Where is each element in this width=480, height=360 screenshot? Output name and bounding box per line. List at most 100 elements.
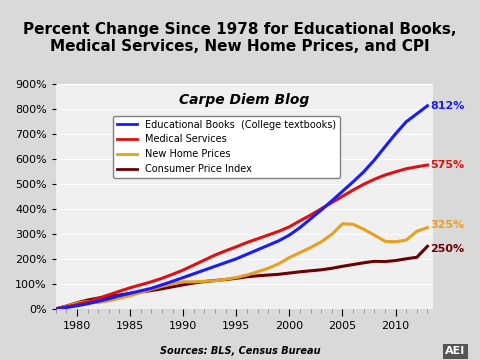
Educational Books  (College textbooks) <box>414 112 420 116</box>
New Home Prices <box>117 296 122 301</box>
Text: Percent Change Since 1978 for Educational Books,
Medical Services, New Home Pric: Percent Change Since 1978 for Educationa… <box>23 22 457 54</box>
New Home Prices <box>403 238 409 242</box>
New Home Prices <box>361 227 367 231</box>
Consumer Price Index <box>148 288 154 293</box>
New Home Prices <box>63 304 69 309</box>
Educational Books  (College textbooks) <box>170 279 176 283</box>
Consumer Price Index <box>276 272 282 276</box>
Medical Services <box>202 258 207 262</box>
New Home Prices <box>180 280 186 284</box>
Text: 575%: 575% <box>431 160 465 170</box>
Educational Books  (College textbooks) <box>223 260 228 265</box>
New Home Prices <box>339 222 345 226</box>
Educational Books  (College textbooks) <box>350 180 356 184</box>
Consumer Price Index <box>180 283 186 287</box>
Educational Books  (College textbooks) <box>85 302 91 306</box>
Medical Services <box>339 194 345 198</box>
New Home Prices <box>96 300 101 305</box>
Consumer Price Index <box>53 307 59 311</box>
Medical Services <box>223 249 228 253</box>
Educational Books  (College textbooks) <box>265 243 271 247</box>
Educational Books  (College textbooks) <box>393 132 398 136</box>
Educational Books  (College textbooks) <box>212 264 218 269</box>
New Home Prices <box>382 239 388 243</box>
New Home Prices <box>159 284 165 288</box>
New Home Prices <box>170 282 176 286</box>
Consumer Price Index <box>424 244 430 248</box>
New Home Prices <box>244 273 250 277</box>
Educational Books  (College textbooks) <box>318 208 324 212</box>
New Home Prices <box>318 240 324 244</box>
Educational Books  (College textbooks) <box>63 305 69 310</box>
Line: Educational Books  (College textbooks): Educational Books (College textbooks) <box>56 106 427 309</box>
Educational Books  (College textbooks) <box>372 158 377 162</box>
Educational Books  (College textbooks) <box>308 217 313 221</box>
Consumer Price Index <box>393 258 398 263</box>
Educational Books  (College textbooks) <box>233 257 239 261</box>
Educational Books  (College textbooks) <box>159 283 165 287</box>
Educational Books  (College textbooks) <box>424 104 430 108</box>
Consumer Price Index <box>233 276 239 280</box>
Medical Services <box>414 165 420 169</box>
Consumer Price Index <box>212 278 218 283</box>
Medical Services <box>138 283 144 287</box>
Educational Books  (College textbooks) <box>202 268 207 272</box>
Educational Books  (College textbooks) <box>117 294 122 298</box>
Medical Services <box>96 296 101 301</box>
Educational Books  (College textbooks) <box>96 299 101 303</box>
New Home Prices <box>255 270 261 274</box>
Medical Services <box>148 280 154 284</box>
Medical Services <box>382 173 388 177</box>
Consumer Price Index <box>265 273 271 277</box>
Educational Books  (College textbooks) <box>382 145 388 149</box>
New Home Prices <box>223 277 228 282</box>
Medical Services <box>287 225 292 229</box>
Educational Books  (College textbooks) <box>276 239 282 243</box>
New Home Prices <box>265 266 271 270</box>
Educational Books  (College textbooks) <box>74 303 80 308</box>
Consumer Price Index <box>372 259 377 264</box>
Educational Books  (College textbooks) <box>287 233 292 237</box>
Medical Services <box>276 229 282 233</box>
Medical Services <box>63 305 69 309</box>
Medical Services <box>372 177 377 181</box>
Educational Books  (College textbooks) <box>106 297 112 301</box>
Medical Services <box>297 219 303 223</box>
Medical Services <box>361 182 367 186</box>
Text: 250%: 250% <box>431 244 465 254</box>
New Home Prices <box>138 291 144 295</box>
Line: New Home Prices: New Home Prices <box>56 224 427 309</box>
New Home Prices <box>287 255 292 260</box>
Medical Services <box>191 263 197 267</box>
New Home Prices <box>202 279 207 283</box>
New Home Prices <box>106 299 112 303</box>
Line: Consumer Price Index: Consumer Price Index <box>56 246 427 309</box>
Text: 812%: 812% <box>431 101 465 111</box>
Consumer Price Index <box>223 278 228 282</box>
New Home Prices <box>127 294 133 298</box>
Consumer Price Index <box>350 262 356 267</box>
New Home Prices <box>212 279 218 283</box>
Medical Services <box>244 240 250 245</box>
Medical Services <box>329 201 335 205</box>
Medical Services <box>74 302 80 307</box>
Legend: Educational Books  (College textbooks), Medical Services, New Home Prices, Consu: Educational Books (College textbooks), M… <box>113 116 339 178</box>
Consumer Price Index <box>318 267 324 272</box>
Consumer Price Index <box>308 269 313 273</box>
Consumer Price Index <box>85 298 91 302</box>
Medical Services <box>255 237 261 241</box>
Medical Services <box>393 170 398 174</box>
Medical Services <box>127 285 133 290</box>
Consumer Price Index <box>297 270 303 274</box>
New Home Prices <box>350 222 356 226</box>
Medical Services <box>159 276 165 280</box>
Consumer Price Index <box>74 301 80 305</box>
Educational Books  (College textbooks) <box>53 307 59 311</box>
Medical Services <box>350 188 356 192</box>
Consumer Price Index <box>329 266 335 270</box>
New Home Prices <box>297 251 303 255</box>
Consumer Price Index <box>202 279 207 284</box>
Educational Books  (College textbooks) <box>138 289 144 293</box>
Medical Services <box>106 293 112 297</box>
New Home Prices <box>85 299 91 303</box>
